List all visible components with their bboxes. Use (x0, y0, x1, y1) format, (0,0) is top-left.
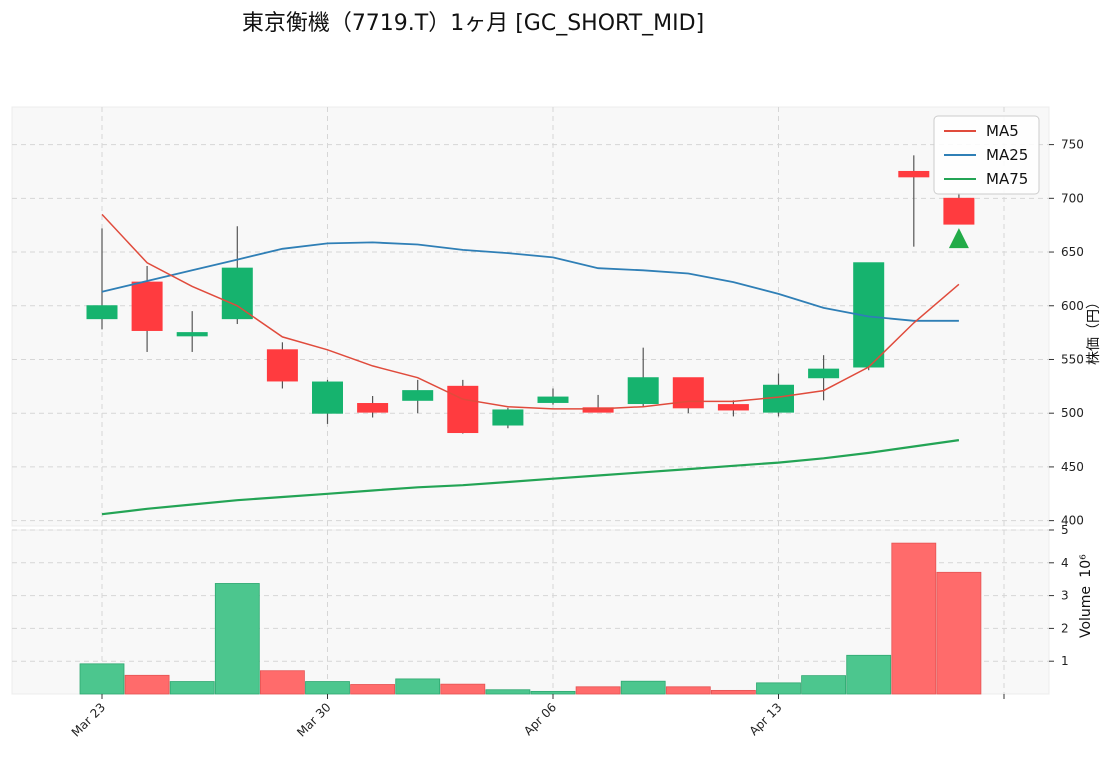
price-panel-background (11, 106, 1050, 527)
price-panel (11, 106, 1050, 527)
candle-body (537, 396, 569, 403)
volume-bar (711, 689, 756, 695)
candle-body (402, 390, 434, 401)
volume-bar (530, 690, 576, 695)
moving-averages (101, 213, 960, 516)
volume-bar (891, 542, 937, 695)
volume-bar (665, 686, 711, 695)
price-tick-label: 550 (1061, 352, 1084, 366)
price-tick-label: 650 (1061, 245, 1084, 259)
candle-body (582, 407, 614, 413)
candle-body (627, 377, 659, 405)
price-tick-label: 700 (1061, 191, 1084, 205)
volume-bar (79, 663, 125, 695)
volume-tick-label: 1 (1061, 654, 1069, 668)
candle-body (447, 385, 479, 434)
volume-bar (846, 654, 892, 695)
candle-body (176, 332, 208, 337)
signal-triangle-up (948, 228, 969, 249)
price-tick-label: 500 (1061, 406, 1084, 420)
x-tick-label: Apr 13 (747, 700, 785, 738)
volume-bar (350, 684, 396, 695)
volume-bar (936, 571, 982, 695)
volume-bar (801, 675, 846, 695)
x-tick-label: Mar 30 (294, 700, 333, 739)
volume-exponent-label: 10⁶ (1078, 554, 1094, 578)
volume-tick-label: 4 (1061, 556, 1069, 570)
ma5-line (101, 213, 960, 410)
price-axis-label: 株価（円） (1086, 295, 1102, 365)
legend-label: MA5 (986, 122, 1019, 140)
candle-body (898, 170, 930, 178)
candle-body (266, 349, 298, 382)
volume-bar (259, 670, 305, 695)
legend-box (933, 115, 1040, 195)
volume-bar (305, 681, 350, 695)
ma75-line (101, 439, 960, 516)
volume-bar (440, 683, 486, 695)
price-axis-ticks: 400 450 500 550 600 650 700 750 (1049, 138, 1084, 528)
volume-bar (756, 682, 801, 695)
legend: MA5 MA25 MA75 (933, 115, 1040, 195)
candle-body (808, 368, 840, 379)
volume-bar (169, 681, 215, 695)
volume-tick-label: 5 (1061, 523, 1069, 537)
volume-bar (620, 680, 666, 695)
volume-bar (124, 674, 170, 695)
x-tick-label: Mar 23 (69, 700, 108, 739)
ma25-line (101, 241, 959, 322)
price-tick-label: 400 (1061, 514, 1084, 528)
volume-tick-label: 2 (1061, 621, 1069, 635)
price-tick-label: 450 (1061, 460, 1084, 474)
candle-body (492, 409, 524, 426)
candle-body (131, 281, 163, 331)
candle-body (357, 403, 389, 413)
candle-body (86, 305, 118, 320)
volume-axis-ticks: 1 2 3 4 5 (1049, 523, 1069, 668)
candle-body (221, 267, 253, 320)
candles (86, 155, 975, 434)
volume-bar (485, 689, 531, 695)
x-axis-ticks: Mar 23 Mar 30 Apr 06 Apr 13 (69, 694, 1005, 740)
volume-tick-label: 3 (1061, 589, 1069, 603)
price-tick-label: 600 (1061, 299, 1084, 313)
legend-label: MA75 (986, 170, 1028, 188)
x-tick-label: Apr 06 (521, 700, 559, 738)
legend-label: MA25 (986, 146, 1028, 164)
price-tick-label: 750 (1061, 138, 1084, 152)
volume-bar (395, 678, 441, 695)
signal-markers (948, 228, 969, 249)
volume-bar (214, 583, 260, 695)
volume-axis-label: Volume (1078, 586, 1094, 638)
chart-title: 東京衡機（7719.T）1ヶ月 [GC_SHORT_MID] (242, 11, 704, 36)
volume-bar (575, 686, 621, 695)
candle-body (312, 381, 343, 414)
candle-body (717, 404, 749, 411)
candle-body (943, 197, 975, 225)
volume-bars (79, 542, 982, 695)
